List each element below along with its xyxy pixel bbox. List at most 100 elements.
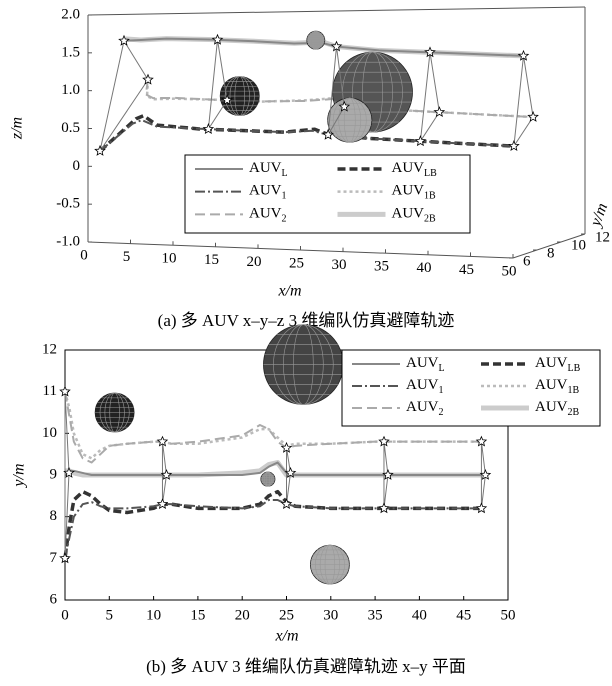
x-tick-label: 30 <box>323 607 338 623</box>
x-tick-label: 45 <box>456 607 471 623</box>
x-tick-label: 15 <box>190 607 205 623</box>
legend-label: AUV2B <box>535 399 580 418</box>
trajectory <box>64 499 482 559</box>
legend-label: AUV2 <box>249 206 287 225</box>
x-tick-label: 25 <box>279 607 294 623</box>
x-tick-label: 40 <box>417 260 432 276</box>
obstacle <box>306 30 326 50</box>
legend-name: AUV <box>535 377 568 393</box>
obstacle <box>219 76 260 116</box>
y-tick-label: 6 <box>523 253 531 269</box>
formation-star <box>378 435 390 447</box>
x-axis-title: x/m <box>277 283 301 300</box>
legend-name: AUV <box>535 399 568 415</box>
legend-subscript: 1B <box>568 385 580 396</box>
z-tick-label: 1.5 <box>61 44 80 60</box>
y-tick-label: 12 <box>595 229 610 245</box>
legend-subscript: LB <box>568 363 581 374</box>
formation-link <box>207 39 228 130</box>
y-axis-title: y/m <box>587 201 612 230</box>
legend-subscript: 2B <box>568 407 580 418</box>
legend-name: AUV <box>392 206 425 222</box>
formation-star <box>475 435 488 447</box>
caption: (b) 多 AUV 3 维编队仿真避障轨迹 x–y 平面 <box>146 657 466 676</box>
formation-star <box>424 46 436 58</box>
z-axis-title: z/m <box>9 117 26 140</box>
z-tick-label: 2.0 <box>61 6 80 22</box>
legend-name: AUV <box>535 355 568 371</box>
x-tick-label: 35 <box>374 259 389 275</box>
x-tick-label: 50 <box>501 607 516 623</box>
x-tick-label: 5 <box>123 249 131 265</box>
trajectory <box>123 37 524 57</box>
legend-subscript: L <box>282 168 288 179</box>
formation-star <box>330 40 343 52</box>
x-tick-label: 35 <box>368 607 383 623</box>
x-tick-label: 25 <box>289 255 304 271</box>
formation-link <box>99 39 149 152</box>
legend-label: AUV1 <box>406 377 444 396</box>
legend-name: AUV <box>249 206 282 222</box>
legend-label: AUVLB <box>392 160 438 179</box>
x-axis-title: x/m <box>274 628 298 645</box>
formation-star <box>59 385 71 397</box>
formation-star <box>508 140 520 151</box>
formation-link <box>383 441 389 509</box>
x-tick-label: 0 <box>80 247 88 263</box>
x-tick-label: 15 <box>204 252 219 268</box>
formation-star <box>517 49 530 61</box>
formation-star <box>378 502 390 514</box>
x-tick-label: 5 <box>106 607 114 623</box>
y-tick-label: 8 <box>547 245 555 261</box>
formation-star <box>280 498 293 510</box>
legend-subscript: 2 <box>439 407 444 418</box>
obstacle <box>94 392 135 433</box>
formation-star <box>338 100 351 112</box>
trajectory <box>98 113 514 153</box>
y-tick-label: 9 <box>50 466 58 482</box>
formation-star <box>59 552 71 564</box>
formation-star <box>142 73 154 85</box>
formation-link <box>64 391 70 559</box>
legend-name: AUV <box>392 160 425 176</box>
trajectory <box>99 119 514 152</box>
y-tick-label: 11 <box>43 383 57 399</box>
y-tick-label: 12 <box>42 341 57 357</box>
legend-label: AUV1B <box>392 183 437 202</box>
formation-star <box>156 498 169 510</box>
x-tick-label: 50 <box>502 263 517 279</box>
formation-star <box>322 128 334 140</box>
z-tick-label: -0.5 <box>56 196 80 212</box>
formation-star <box>221 94 233 106</box>
formation-star <box>414 135 427 147</box>
formation-link <box>513 55 534 147</box>
legend-label: AUVL <box>249 160 288 179</box>
legend-name: AUV <box>406 377 439 393</box>
formation-link <box>286 447 292 505</box>
legend-name: AUV <box>249 183 282 199</box>
formation-star <box>433 106 446 118</box>
obstacle <box>327 97 373 143</box>
formation-star <box>382 468 394 480</box>
formation-star <box>63 466 75 478</box>
legend-name: AUV <box>392 183 425 199</box>
formation-star <box>475 502 488 514</box>
y-tick-label: 6 <box>50 591 58 607</box>
formation-star <box>94 144 106 156</box>
y-tick-label: 10 <box>42 425 57 441</box>
x-tick-label: 10 <box>146 607 161 623</box>
y-tick-label: 8 <box>50 508 58 524</box>
y-axis-title: y/m <box>11 463 28 488</box>
caption: (a) 多 AUV x–y–z 3 维编队仿真避障轨迹 <box>158 311 455 330</box>
x-tick-label: 20 <box>235 607 250 623</box>
formation-star <box>156 435 169 447</box>
legend-label: AUVLB <box>535 355 581 374</box>
trajectory <box>64 391 482 464</box>
x-tick-label: 20 <box>247 254 262 270</box>
z-tick-label: 0 <box>73 158 81 174</box>
formation-star <box>284 466 297 478</box>
legend-subscript: 2B <box>424 214 436 225</box>
legend-name: AUV <box>406 355 439 371</box>
z-tick-label: -1.0 <box>56 233 80 249</box>
